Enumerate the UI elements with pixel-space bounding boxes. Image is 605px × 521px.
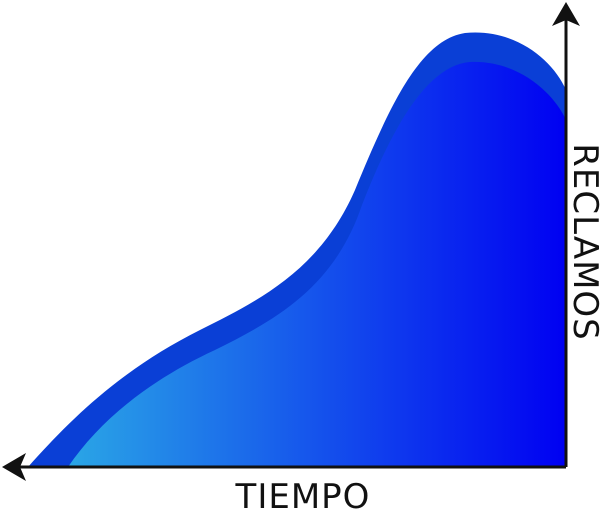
inner-curve-fill [68,61,566,467]
x-axis-arrow-icon [2,453,26,481]
x-axis-label: TIEMPO [235,477,371,517]
y-axis-arrow-icon [552,2,580,26]
y-axis-label: RECLAMOS [565,143,605,341]
